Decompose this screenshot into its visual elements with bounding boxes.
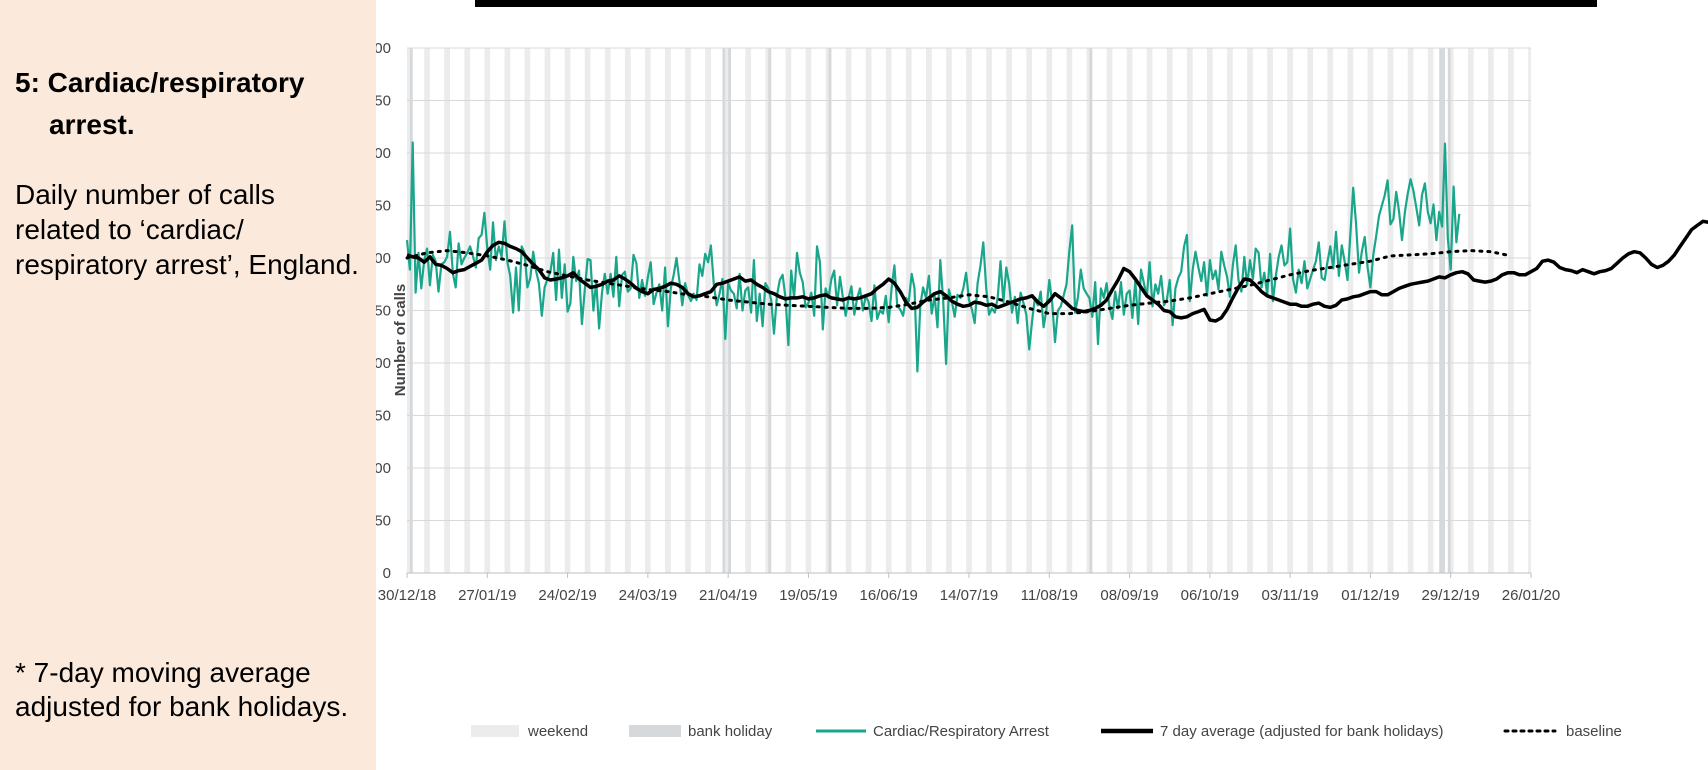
series-line-baseline [405,249,1513,316]
x-tick-label: 26/01/20 [1502,587,1560,604]
x-tick-label: 19/05/19 [779,587,837,604]
y-axis-label: Number of calls [392,284,409,397]
y-tick-label: 350 [376,198,391,215]
x-tick-labels: 30/12/18 27/01/19 24/02/19 24/03/19 21/04/19… [378,587,1560,604]
x-tick-label: 27/01/19 [458,587,516,604]
heading-line-1: 5: Cardiac/respiratory [15,67,305,98]
x-tick-label: 29/12/19 [1422,587,1480,604]
heading-line-2: arrest. [49,109,135,140]
chart-description: Daily number of calls related to ‘cardia… [15,179,359,280]
legend-label-weekend: weekend [527,723,588,740]
x-tick-label: 14/07/19 [940,587,998,604]
x-tick-label: 24/02/19 [538,587,596,604]
y-tick-label: 0 [383,565,391,582]
y-tick-label: 250 [376,303,391,320]
y-tick-label: 200 [376,355,391,372]
top-bar [475,0,1597,7]
series-line-calls [405,141,1461,373]
y-tick-label: 300 [376,250,391,267]
x-tick-label: 24/03/19 [619,587,677,604]
x-tick-label: 16/06/19 [860,587,918,604]
y-tick-label: 450 [376,93,391,110]
x-tick-label: 01/12/19 [1341,587,1399,604]
x-tick-label: 30/12/18 [378,587,436,604]
y-tick-label: 150 [376,408,391,425]
legend-swatch-weekend [471,725,519,737]
y-tick-labels: 0 50 100 150 200 250 300 350 400 450 500 [376,40,391,582]
legend-label-bank-holiday: bank holiday [688,723,773,740]
x-tick-label: 06/10/19 [1181,587,1239,604]
x-tick-label: 21/04/19 [699,587,757,604]
y-tick-label: 100 [376,460,391,477]
footnote: * 7-day moving average adjusted for bank… [15,657,349,722]
calls-line-chart: Number of calls 0 50 100 150 200 250 300 350 400… [376,0,1708,740]
legend: weekend bank holiday Cardiac/Respiratory… [471,723,1622,740]
x-tick-label: 08/09/19 [1100,587,1158,604]
x-tick-label: 11/08/19 [1021,587,1078,604]
legend-label-average: 7 day average (adjusted for bank holiday… [1160,723,1444,740]
series-layer [405,141,1708,373]
legend-swatch-bank-holiday [629,725,681,737]
section-heading: 5: Cardiac/respiratory arrest. [15,62,365,146]
legend-label-baseline: baseline [1566,723,1622,740]
y-tick-label: 50 [376,513,391,530]
x-tick-label: 03/11/19 [1262,587,1319,604]
sidebar-panel: 5: Cardiac/respiratory arrest. Daily num… [0,0,376,770]
y-tick-label: 400 [376,145,391,162]
legend-label-calls: Cardiac/Respiratory Arrest [873,723,1050,740]
y-tick-label: 500 [376,40,391,57]
